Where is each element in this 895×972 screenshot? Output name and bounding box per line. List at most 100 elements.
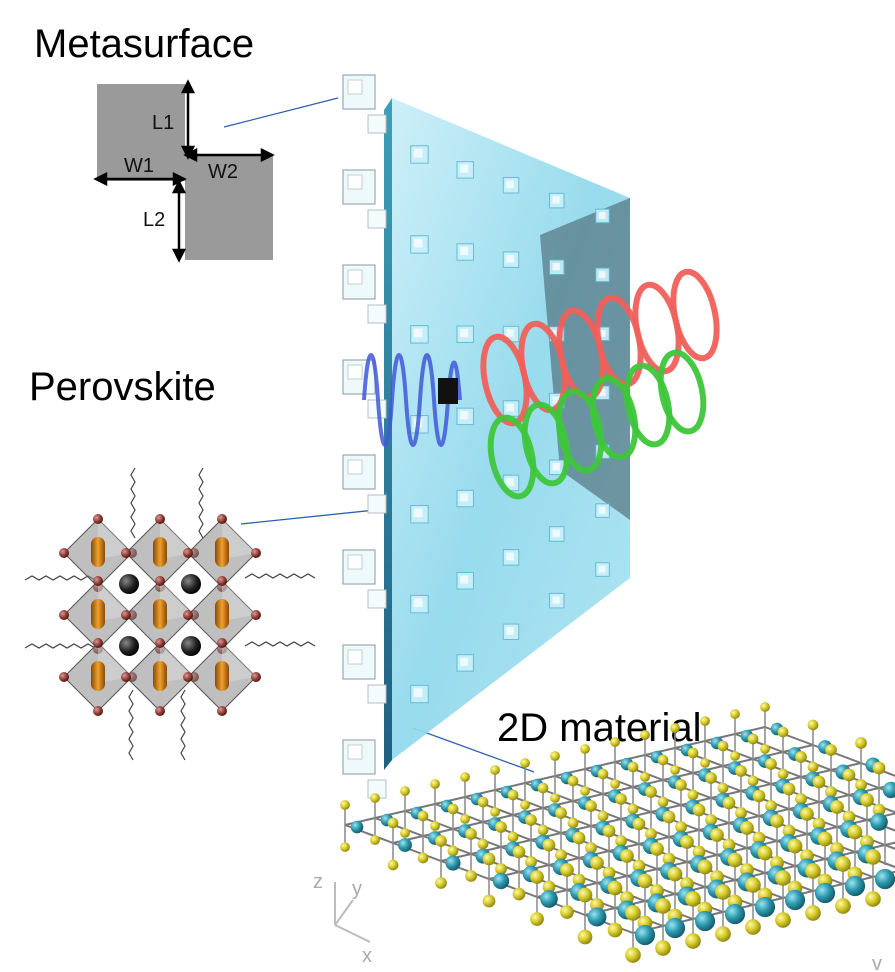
- cation-atom: [181, 574, 201, 594]
- lead-atom: [153, 661, 167, 691]
- pillar-highlight: [552, 596, 560, 604]
- octahedron-face: [222, 519, 256, 559]
- sulfur-atom: [705, 814, 717, 826]
- sulfur-atom: [370, 793, 380, 803]
- sulfur-atom: [550, 793, 560, 803]
- sulfur-atom: [692, 845, 706, 859]
- halide-atom: [251, 672, 261, 682]
- lead-atom: [215, 537, 229, 567]
- metal-atom: [844, 875, 866, 897]
- metasurface-label: Metasurface: [34, 22, 255, 66]
- sulfur-atom: [610, 737, 620, 747]
- l2-label: L2: [143, 209, 165, 231]
- sulfur-atom: [655, 940, 671, 956]
- metal-atom: [724, 903, 746, 925]
- sulfur-atom: [752, 831, 766, 845]
- sulfur-atom: [645, 828, 657, 840]
- sulfur-atom: [835, 856, 851, 872]
- cation-atom: [119, 574, 139, 594]
- octahedron-face: [222, 643, 256, 683]
- sulfur-atom: [710, 828, 724, 842]
- sulfur-atom: [715, 926, 731, 942]
- halide-atom: [93, 514, 103, 524]
- sulfur-atom: [782, 824, 796, 838]
- metal-atom: [445, 855, 461, 871]
- metasurface-connector: [223, 97, 339, 128]
- sulfur-atom: [627, 803, 639, 815]
- halide-atom: [93, 638, 103, 648]
- sulfur-atom: [530, 870, 544, 884]
- pillar-highlight: [460, 328, 469, 338]
- sulfur-atom: [632, 859, 646, 873]
- sulfur-atom: [747, 733, 759, 745]
- sulfur-atom: [782, 782, 796, 796]
- sulfur-atom: [567, 817, 579, 829]
- halide-atom: [251, 610, 261, 620]
- sulfur-atom: [640, 730, 650, 740]
- halide-atom: [121, 672, 131, 682]
- pillar-highlight: [460, 575, 469, 584]
- metal-atom: [634, 924, 656, 946]
- sulfur-atom: [680, 835, 694, 849]
- cation-atom: [181, 636, 201, 656]
- sulfur-atom: [842, 810, 856, 824]
- sulfur-atom: [765, 758, 777, 770]
- sulfur-atom: [817, 831, 833, 847]
- sulfur-atom: [727, 852, 743, 868]
- octahedron-face: [222, 581, 256, 621]
- halide-atom: [59, 672, 69, 682]
- sulfur-atom: [715, 884, 731, 900]
- metal-atom: [784, 889, 806, 911]
- sulfur-atom: [730, 709, 740, 719]
- sulfur-atom: [825, 786, 837, 798]
- lead-atom: [215, 599, 229, 629]
- edge-pillar-small: [367, 304, 387, 324]
- sulfur-atom: [812, 817, 826, 831]
- edge-pillar-small: [367, 494, 387, 514]
- pillar-highlight: [506, 329, 514, 338]
- halide-atom: [59, 610, 69, 620]
- metal-atom: [664, 917, 686, 939]
- sulfur-atom: [775, 912, 791, 928]
- w1-label: W1: [124, 155, 154, 177]
- halide-atom: [155, 514, 165, 524]
- sulfur-atom: [465, 828, 477, 840]
- metasurface-panel: [342, 74, 630, 799]
- halide-atom: [183, 672, 193, 682]
- sulfur-atom: [807, 761, 819, 773]
- metal-atom: [882, 781, 895, 799]
- sulfur-atom: [722, 838, 736, 852]
- sulfur-atom: [872, 761, 886, 775]
- sulfur-atom: [512, 845, 526, 859]
- sulfur-atom: [670, 765, 680, 775]
- sulfur-atom: [507, 789, 519, 801]
- edge-pillar-column: [342, 74, 387, 799]
- sulfur-atom: [735, 765, 747, 777]
- sulfur-atom: [760, 744, 770, 754]
- sulfur-atom: [675, 779, 687, 791]
- sulfur-atom: [872, 803, 886, 817]
- green-helix-coil: [487, 414, 537, 500]
- metal-atom: [398, 838, 412, 852]
- sulfur-atom: [542, 838, 556, 852]
- lead-atom: [153, 537, 167, 567]
- perovskite-label: Perovskite: [29, 365, 216, 409]
- sulfur-atom: [685, 891, 701, 907]
- sulfur-atom: [747, 775, 759, 787]
- sulfur-atom: [705, 772, 717, 784]
- pillar-highlight: [552, 196, 560, 204]
- pillar-highlight: [506, 254, 514, 263]
- sulfur-atom: [580, 786, 590, 796]
- halide-atom: [155, 638, 165, 648]
- pillar-highlight: [598, 565, 606, 573]
- pillar-highlight: [460, 164, 469, 173]
- unit-cell-upper-block: [97, 84, 185, 181]
- edge-pillar-highlight: [347, 364, 363, 380]
- sulfur-atom: [577, 929, 593, 945]
- pillar-highlight: [506, 552, 514, 561]
- lattice-bond: [884, 841, 895, 846]
- sulfur-atom: [542, 880, 556, 894]
- sulfur-atom: [610, 779, 620, 789]
- sulfur-atom: [615, 835, 627, 847]
- metal-atom: [754, 896, 776, 918]
